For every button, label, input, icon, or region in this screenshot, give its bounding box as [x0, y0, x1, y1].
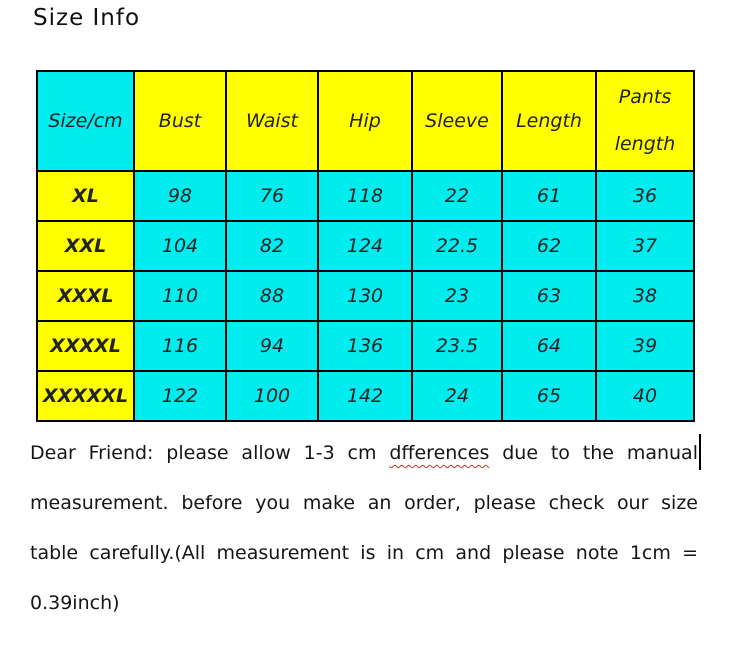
measurement-cell: 88	[225, 270, 319, 322]
measurement-cell: 76	[225, 170, 319, 222]
size-table-body: XL 98 76 118 22 61 36 XXL 104 82 124 22.5 62 37 XXXL 11…	[36, 170, 695, 422]
measurement-cell: 118	[317, 170, 413, 222]
measurement-cell: 24	[411, 370, 503, 422]
measurement-cell: 94	[225, 320, 319, 372]
table-row: XXXXL 116 94 136 23.5 64 39	[36, 320, 695, 372]
measurement-cell: 124	[317, 220, 413, 272]
size-table-header-row: Size/cm Bust Waist Hip Sleeve Length Pants len…	[36, 70, 695, 172]
column-header: Size/cm	[36, 70, 135, 172]
measurement-cell: 62	[501, 220, 597, 272]
size-chart-table: Size/cm Bust Waist Hip Sleeve Length Pants len…	[36, 70, 695, 422]
measurement-cell: 39	[595, 320, 695, 372]
column-header: Hip	[317, 70, 413, 172]
measurement-cell: 37	[595, 220, 695, 272]
measurement-cell: 142	[317, 370, 413, 422]
size-label-cell: XXXXXL	[36, 370, 135, 422]
measurement-cell: 40	[595, 370, 695, 422]
measurement-cell: 130	[317, 270, 413, 322]
measurement-cell: 100	[225, 370, 319, 422]
measurement-cell: 23	[411, 270, 503, 322]
note-line-1-prefix: Dear Friend: please allow 1-3 cm	[30, 442, 390, 464]
measurement-cell: 38	[595, 270, 695, 322]
measurement-cell: 65	[501, 370, 597, 422]
column-header: Waist	[225, 70, 319, 172]
size-label-cell: XXXXL	[36, 320, 135, 372]
measurement-cell: 82	[225, 220, 319, 272]
column-header: Length	[501, 70, 597, 172]
measurement-cell: 98	[133, 170, 227, 222]
table-row: XXL 104 82 124 22.5 62 37	[36, 220, 695, 272]
size-label-cell: XL	[36, 170, 135, 222]
size-label-cell: XXXL	[36, 270, 135, 322]
text-caret	[699, 434, 701, 470]
page-title: Size Info	[33, 5, 141, 31]
measurement-cell: 22.5	[411, 220, 503, 272]
measurement-cell: 63	[501, 270, 597, 322]
measurement-cell: 64	[501, 320, 597, 372]
size-label-cell: XXL	[36, 220, 135, 272]
measurement-cell: 116	[133, 320, 227, 372]
measurement-cell: 23.5	[411, 320, 503, 372]
measurement-cell: 61	[501, 170, 597, 222]
measurement-cell: 136	[317, 320, 413, 372]
measurement-cell: 104	[133, 220, 227, 272]
measurement-cell: 110	[133, 270, 227, 322]
note-line-3: table carefully.(All measurement is in c…	[30, 542, 698, 564]
note-line-1: Dear Friend: please allow 1-3 cm dfferen…	[30, 428, 698, 478]
table-row: XL 98 76 118 22 61 36	[36, 170, 695, 222]
column-header: Sleeve	[411, 70, 503, 172]
column-header: Bust	[133, 70, 227, 172]
note-line-1-suffix: due to the manual	[489, 442, 698, 464]
table-row: XXXXXL 122 100 142 24 65 40	[36, 370, 695, 422]
measurement-cell: 22	[411, 170, 503, 222]
misspelled-word: dfferences	[389, 442, 490, 464]
column-header: Pants length	[595, 70, 695, 172]
measurement-cell: 122	[133, 370, 227, 422]
measurement-cell: 36	[595, 170, 695, 222]
note-text-area[interactable]: Dear Friend: please allow 1-3 cm dfferen…	[30, 428, 698, 628]
note-line-2: measurement. before you make an order, p…	[30, 492, 698, 514]
note-line-4: 0.39inch)	[30, 592, 120, 614]
table-row: XXXL 110 88 130 23 63 38	[36, 270, 695, 322]
